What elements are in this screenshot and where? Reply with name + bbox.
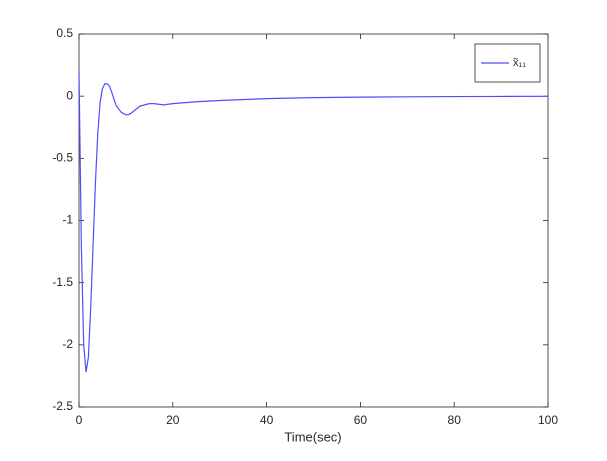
x-tick-label: 80	[448, 413, 462, 427]
y-tick-label: 0	[66, 88, 73, 102]
x-tick-label: 100	[538, 413, 558, 427]
x-tick-label: 0	[76, 413, 83, 427]
x-tick-label: 40	[260, 413, 274, 427]
y-tick-label: -0.5	[52, 151, 73, 165]
x-axis-label: Time(sec)	[284, 429, 341, 444]
y-tick-label: -1.5	[52, 275, 73, 289]
y-tick-label: -1	[62, 213, 73, 227]
data-line	[78, 71, 549, 373]
y-tick-label: -2.5	[52, 399, 73, 413]
legend-label: x̃₁₁	[513, 57, 526, 69]
y-tick-label: -2	[62, 337, 73, 351]
y-tick-label: 0.5	[56, 26, 73, 40]
x-tick-label: 60	[354, 413, 368, 427]
x-tick-label: 20	[166, 413, 180, 427]
plot-area	[78, 33, 549, 408]
